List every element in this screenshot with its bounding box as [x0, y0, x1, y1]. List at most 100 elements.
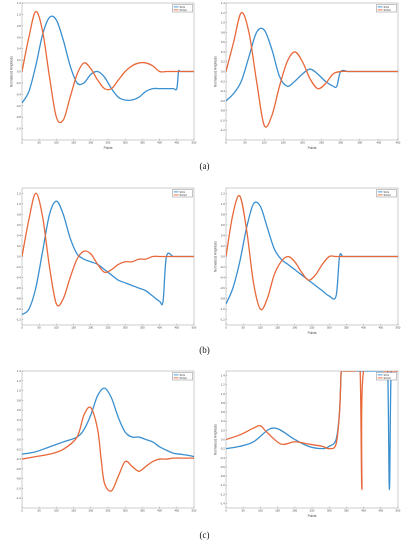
x-tick-label: 450	[396, 141, 401, 145]
legend-entry: SCG	[180, 190, 186, 194]
y-axis-label: Normalized Amplitude	[10, 56, 14, 87]
chart-b-right-svg: 0 50 100 150 200 250 300 350 400 450 500 -1.2 -1.0 -0…	[214, 187, 401, 335]
y-tick-label: -1.0	[16, 486, 21, 490]
y-tick-label: 0.8	[221, 401, 225, 405]
y-tick-label: 0.2	[221, 244, 225, 248]
legend-box	[376, 372, 397, 381]
series-line-scgd	[226, 12, 398, 128]
x-tick-label: 50	[38, 326, 42, 330]
y-tick-label: -0.6	[16, 104, 21, 108]
legend-entry: SCGd	[384, 193, 392, 197]
y-tick-label: 0.0	[221, 438, 225, 442]
series-line-scgd	[22, 406, 194, 492]
legend-box	[172, 189, 193, 198]
chart-b-right: 0 50 100 150 200 250 300 350 400 450 500 -1.2 -1.0 -0…	[214, 185, 402, 335]
y-tick-label: 1.2	[221, 11, 225, 15]
chart-a-left: 0 50 100 150 200 250 300 350 400 450 500 -1.0 -0.8 -0…	[10, 0, 198, 150]
x-tick-label: 100	[258, 326, 263, 330]
x-tick-label: 500	[192, 141, 197, 145]
y-tick-label: -0.2	[16, 265, 21, 269]
y-tick-label: 0.6	[221, 410, 225, 414]
x-tick-label: 0	[225, 141, 227, 145]
y-tick-label: -0.8	[220, 109, 225, 113]
x-tick-label: 300	[338, 141, 343, 145]
chart-a-right: 0 50 100 150 200 250 300 350 400 450 -1.2 -1.0 -0.8 -…	[214, 0, 402, 150]
chart-a-left-svg: 0 50 100 150 200 250 300 350 400 450 500 -1.0 -0.8 -0…	[10, 1, 197, 150]
y-tick-label: 0.8	[17, 212, 21, 216]
y-tick-label: -0.6	[16, 467, 21, 471]
x-tick-label: 350	[140, 326, 145, 330]
y-tick-label: -0.2	[220, 79, 225, 83]
y-tick-label: 0.2	[17, 58, 21, 62]
legend-entry: SCGd	[180, 376, 188, 380]
legend-entry: SCG	[384, 373, 390, 377]
y-tick-label: 1.4	[221, 1, 225, 5]
series-group	[22, 10, 194, 124]
chart-c-left: 0 50 100 150 200 250 300 350 400 450 500 -1.2 -1.0 -0…	[10, 368, 198, 518]
y-tick-label: 0.4	[17, 233, 21, 237]
y-tick-label: -0.6	[220, 99, 225, 103]
x-tick-label: 300	[123, 509, 128, 513]
x-tick-label: 50	[242, 326, 246, 330]
x-tick-label: 0	[225, 509, 227, 513]
x-tick-label: 200	[88, 326, 93, 330]
x-tick-label: 300	[327, 509, 332, 513]
row-label-c: (c)	[199, 530, 210, 540]
x-tick-label: 250	[310, 326, 315, 330]
x-tick-label: 200	[88, 509, 93, 513]
y-axis-label: Normalized Amplitude	[214, 56, 218, 87]
y-tick-label: 1.4	[17, 369, 21, 373]
y-tick-label: -0.4	[16, 276, 21, 280]
y-tick-label: 1.0	[221, 21, 225, 25]
x-tick-label: 350	[344, 326, 349, 330]
y-tick-label: 0.6	[221, 40, 225, 44]
x-tick-label: 350	[140, 141, 145, 145]
y-tick-label: 0.0	[221, 255, 225, 259]
legend-entry: SCGd	[384, 8, 392, 12]
x-tick-label: 200	[292, 509, 297, 513]
x-tick-label: 50	[38, 509, 42, 513]
x-tick-label: 450	[378, 326, 383, 330]
x-tick-label: 0	[225, 326, 227, 330]
x-axis-label: Points	[104, 146, 113, 150]
y-tick-label: -1.2	[220, 492, 225, 496]
x-tick-label: 250	[319, 141, 324, 145]
y-tick-label: -0.8	[16, 297, 21, 301]
x-tick-label: 100	[258, 509, 263, 513]
y-tick-label: 1.0	[221, 392, 225, 396]
y-tick-label: 0.2	[221, 428, 225, 432]
chart-b-left: 0 50 100 150 200 250 300 350 400 450 500 -1.2 -1.0 -0…	[10, 185, 198, 335]
y-tick-label: -1.0	[16, 127, 21, 131]
y-tick-label: -1.0	[220, 118, 225, 122]
y-tick-label: 0.0	[17, 255, 21, 259]
y-tick-label: 0.4	[221, 50, 225, 54]
x-tick-label: 0	[21, 509, 23, 513]
series-group	[226, 371, 398, 491]
series-line-scgd	[226, 194, 398, 311]
legend-entry: SCGd	[180, 193, 188, 197]
chart-b-left-svg: 0 50 100 150 200 250 300 350 400 450 500 -1.2 -1.0 -0…	[16, 187, 197, 330]
y-tick-label: -1.2	[16, 496, 21, 500]
y-tick-label: 0.0	[17, 438, 21, 442]
x-axis-label: Points	[308, 514, 317, 518]
x-tick-label: 0	[21, 326, 23, 330]
x-tick-label: 250	[310, 509, 315, 513]
y-tick-label: 1.4	[221, 374, 225, 378]
x-tick-label: 350	[140, 509, 145, 513]
y-tick-label: 1.0	[221, 202, 225, 206]
legend-entry: SCG	[384, 190, 390, 194]
plot-area	[225, 370, 399, 509]
legend-entry: SCG	[180, 373, 186, 377]
x-tick-label: 300	[327, 326, 332, 330]
y-tick-label: -0.8	[16, 115, 21, 119]
y-axis-label: Normalized Amplitude	[214, 424, 218, 455]
y-tick-label: 1.2	[221, 191, 225, 195]
series-line-scg	[22, 200, 194, 316]
x-tick-label: 350	[344, 509, 349, 513]
legend-entry: SCGd	[384, 376, 392, 380]
y-tick-label: 0.4	[221, 233, 225, 237]
y-tick-label: -1.0	[220, 483, 225, 487]
